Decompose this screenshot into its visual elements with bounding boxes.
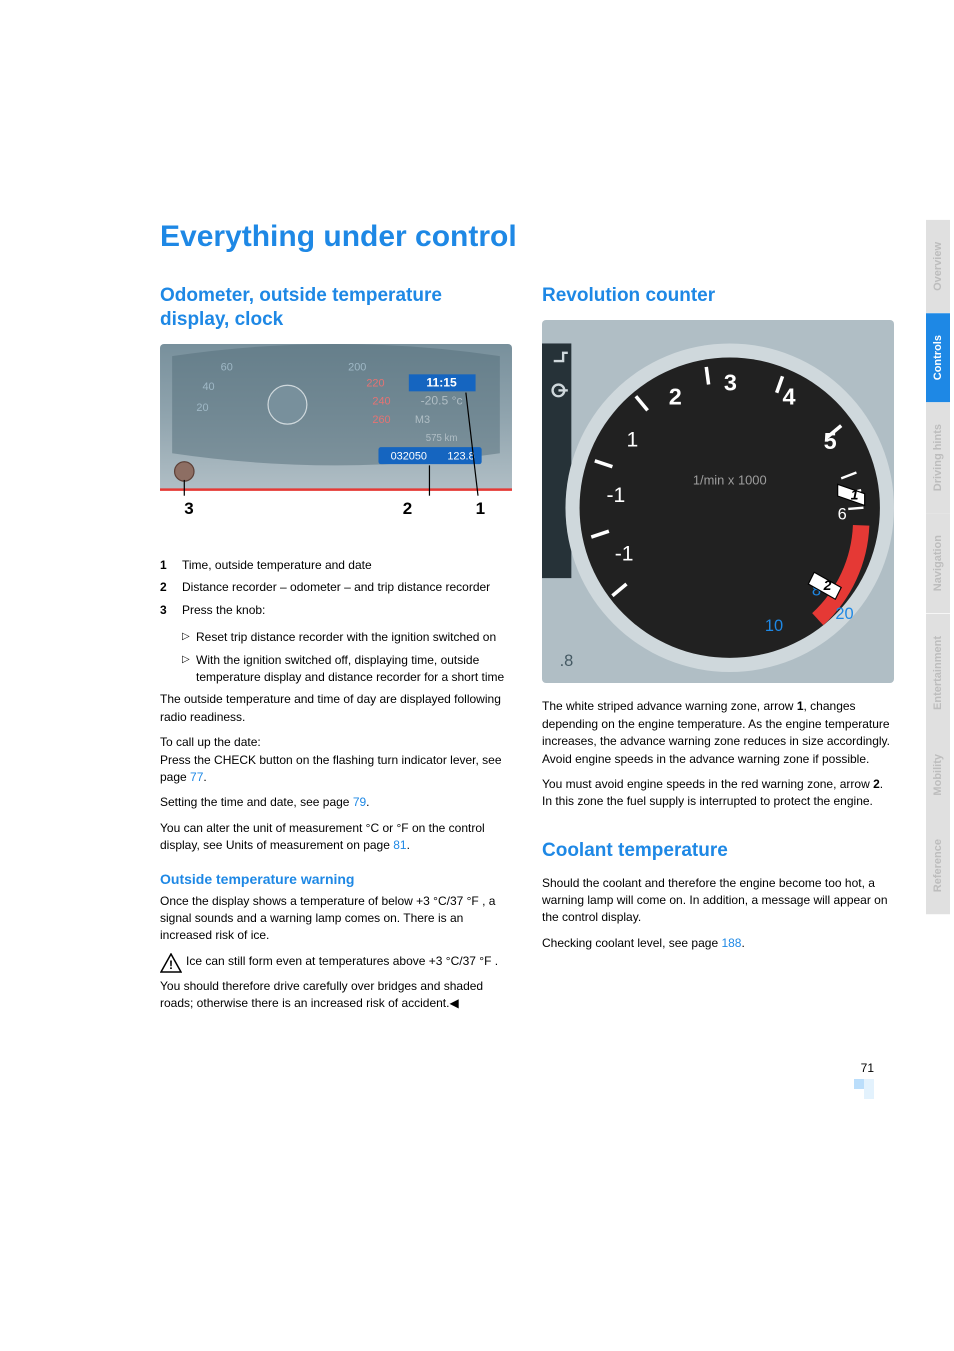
paragraph: Setting the time and date, see page 79. — [160, 794, 512, 811]
coolant-heading: Coolant temperature — [542, 839, 894, 863]
page-link-77[interactable]: 77 — [190, 770, 203, 784]
list-num: 3 — [160, 602, 182, 619]
paragraph: You must avoid engine speeds in the red … — [542, 776, 894, 811]
list-item: 1 Time, outside temperature and date — [160, 557, 512, 574]
warning-text: Ice can still form even at temperatures … — [160, 954, 498, 1011]
list-item: 3 Press the knob: — [160, 602, 512, 619]
svg-text:-1: -1 — [607, 484, 626, 507]
footer-marker — [160, 1079, 894, 1099]
svg-text:3: 3 — [184, 498, 193, 517]
list-item: With the ignition switched off, displayi… — [182, 652, 512, 686]
list-num: 1 — [160, 557, 182, 574]
svg-text:M3: M3 — [415, 413, 430, 425]
arrow-ref-2: 2 — [873, 777, 880, 791]
text: To call up the date: — [160, 735, 261, 749]
svg-text:.8: .8 — [560, 652, 574, 670]
svg-text:20: 20 — [835, 605, 853, 623]
svg-text:20: 20 — [196, 401, 208, 413]
outside-temp-warning-heading: Outside temperature warning — [160, 871, 512, 887]
svg-text:2: 2 — [403, 498, 412, 517]
svg-text:3: 3 — [724, 369, 737, 395]
svg-text:2: 2 — [823, 577, 832, 593]
svg-text:5: 5 — [824, 428, 837, 454]
rev-counter-heading: Revolution counter — [542, 284, 894, 308]
page-link-79[interactable]: 79 — [353, 795, 366, 809]
left-column: Odometer, outside temperature display, c… — [160, 284, 512, 1021]
arrow-ref-1: 1 — [797, 699, 804, 713]
svg-text:6: 6 — [838, 505, 847, 523]
svg-text:60: 60 — [221, 361, 233, 373]
svg-text:10: 10 — [765, 617, 783, 635]
svg-text:1: 1 — [626, 428, 638, 451]
list-text: Distance recorder – odometer – and trip … — [182, 579, 490, 596]
paragraph: To call up the date: Press the CHECK but… — [160, 734, 512, 786]
list-item: 2 Distance recorder – odometer – and tri… — [160, 579, 512, 596]
text: Setting the time and date, see page — [160, 795, 353, 809]
paragraph: Checking coolant level, see page 188. — [542, 935, 894, 952]
text: You can alter the unit of measurement °C… — [160, 821, 485, 852]
text: The white striped advance warning zone, … — [542, 699, 797, 713]
svg-text:1: 1 — [476, 498, 485, 517]
svg-text:!: ! — [169, 958, 173, 972]
svg-text:1/min x 1000: 1/min x 1000 — [693, 472, 767, 487]
warning-icon: ! — [160, 953, 182, 978]
svg-text:240: 240 — [372, 395, 390, 407]
odometer-figure: 20 40 60 200 220 240 260 11:15 -20.5 °c … — [160, 344, 512, 532]
odometer-heading: Odometer, outside temperature display, c… — [160, 284, 512, 332]
svg-text:200: 200 — [348, 361, 366, 373]
svg-text:575 km: 575 km — [426, 433, 458, 444]
paragraph: Once the display shows a temperature of … — [160, 893, 512, 945]
text: . — [741, 936, 744, 950]
svg-text:-1: -1 — [615, 542, 634, 565]
page-title: Everything under control — [160, 220, 894, 254]
paragraph: You can alter the unit of measurement °C… — [160, 820, 512, 855]
paragraph: The outside temperature and time of day … — [160, 691, 512, 726]
warning-note: ! Ice can still form even at temperature… — [160, 953, 512, 1013]
text: Checking coolant level, see page — [542, 936, 721, 950]
list-text: Time, outside temperature and date — [182, 557, 372, 574]
svg-text:032050: 032050 — [391, 450, 427, 462]
text: Press the CHECK button on the flashing t… — [160, 753, 502, 784]
text: . — [366, 795, 369, 809]
svg-text:123.8: 123.8 — [447, 450, 474, 462]
svg-text:220: 220 — [366, 377, 384, 389]
page-link-81[interactable]: 81 — [393, 838, 406, 852]
page-number: 71 — [160, 1061, 894, 1075]
svg-text:-20.5 °c: -20.5 °c — [421, 393, 463, 407]
odometer-list: 1 Time, outside temperature and date 2 D… — [160, 557, 512, 619]
text: . — [203, 770, 206, 784]
sub-list: Reset trip distance recorder with the ig… — [160, 629, 512, 685]
paragraph: Should the coolant and therefore the eng… — [542, 875, 894, 927]
list-item: Reset trip distance recorder with the ig… — [182, 629, 512, 646]
svg-text:11:15: 11:15 — [426, 375, 457, 389]
page-link-188[interactable]: 188 — [721, 936, 741, 950]
list-num: 2 — [160, 579, 182, 596]
rev-counter-figure: -1 -1 1 2 3 4 5 6 8 10 20 1/min x 1000 1… — [542, 320, 894, 684]
svg-text:2: 2 — [669, 383, 682, 409]
paragraph: The white striped advance warning zone, … — [542, 698, 894, 768]
text: . — [407, 838, 410, 852]
right-column: Revolution counter — [542, 284, 894, 1021]
svg-text:1: 1 — [851, 486, 859, 502]
svg-text:4: 4 — [783, 383, 796, 409]
text: You must avoid engine speeds in the red … — [542, 777, 873, 791]
svg-text:260: 260 — [372, 413, 390, 425]
svg-text:40: 40 — [202, 381, 214, 393]
list-text: Press the knob: — [182, 602, 265, 619]
